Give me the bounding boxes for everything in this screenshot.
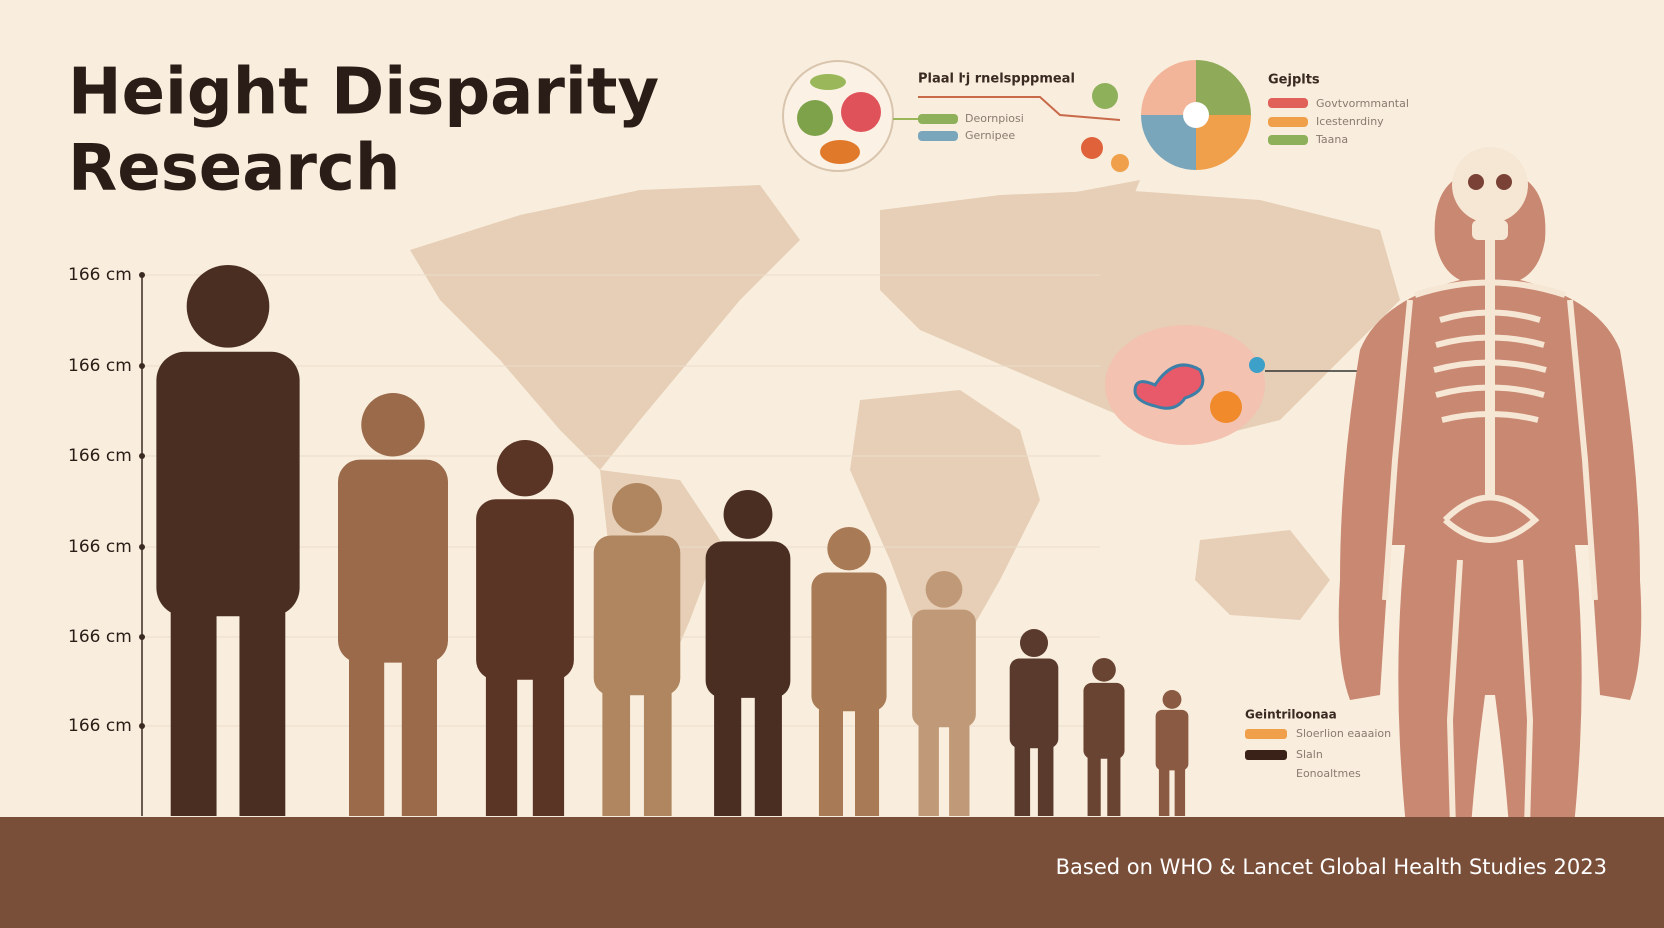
silhouette-head	[612, 483, 662, 533]
point-marker	[1249, 357, 1265, 373]
silhouette-leg	[1107, 754, 1121, 816]
legend-label: Taana	[1315, 133, 1348, 146]
source-note: Based on WHO & Lancet Global Health Stud…	[1056, 855, 1607, 879]
legend-label: Sloerlion eaaaion	[1296, 727, 1391, 740]
scale-tick	[139, 272, 145, 278]
legend-swatch	[1268, 117, 1308, 127]
silhouette	[338, 393, 448, 816]
ground-band	[0, 817, 1664, 928]
legend-swatch	[918, 114, 958, 124]
silhouette-body	[705, 541, 791, 698]
scale-tick	[139, 723, 145, 729]
legend-label: Deornpiosi	[965, 112, 1024, 125]
silhouette-leg	[1158, 766, 1170, 816]
scale-tick	[139, 634, 145, 640]
scale-label: 166 cm	[68, 537, 132, 557]
silhouettes	[156, 265, 1189, 816]
silhouette-leg	[918, 720, 939, 816]
silhouette-body	[912, 609, 976, 728]
scale-tick	[139, 544, 145, 550]
silhouette-body	[593, 535, 681, 696]
silhouette	[593, 483, 681, 816]
silhouette-leg	[1087, 754, 1101, 816]
figure-legend: Geintriloonaa Sloerlion eaaaion Slaln Eo…	[1245, 708, 1391, 780]
silhouette-leg	[485, 669, 518, 816]
silhouette-leg	[949, 720, 970, 816]
silhouette	[705, 490, 791, 816]
scale-label: 166 cm	[68, 627, 132, 647]
silhouette-leg	[532, 669, 565, 816]
silhouette-leg	[643, 686, 672, 816]
scale-tick	[139, 453, 145, 459]
legend-swatch	[1268, 98, 1308, 108]
silhouette-body	[476, 499, 574, 680]
silhouette-head	[925, 571, 963, 608]
region-marker	[1210, 391, 1242, 423]
factors-pie	[1141, 60, 1251, 170]
factors-legend: Gejplts Govtvormmantal Icestenrdiny Taan…	[1268, 73, 1409, 146]
silhouette-leg	[239, 601, 286, 816]
silhouette-leg	[401, 651, 437, 816]
silhouette-leg	[349, 651, 385, 816]
silhouette	[1155, 690, 1189, 816]
silhouette-head	[827, 527, 871, 571]
legend-label: Govtvormmantal	[1316, 97, 1409, 110]
scale-tick	[139, 363, 145, 369]
silhouette-body	[1009, 658, 1059, 749]
silhouette	[811, 527, 887, 816]
silhouette-head	[1162, 690, 1182, 709]
silhouette-leg	[714, 688, 742, 816]
silhouette-leg	[170, 601, 217, 816]
silhouette	[476, 440, 574, 816]
silhouette-head	[186, 265, 270, 348]
silhouette-leg	[1174, 766, 1186, 816]
silhouette-body	[338, 459, 448, 663]
silhouette-head	[723, 490, 773, 539]
legend-swatch	[1245, 750, 1287, 760]
silhouette-body	[1155, 709, 1189, 771]
silhouette-leg	[855, 703, 880, 816]
scale-label: 166 cm	[68, 446, 132, 466]
silhouette	[1083, 658, 1125, 816]
scale-label: 166 cm	[68, 265, 132, 285]
scale-label: 166 cm	[68, 716, 132, 736]
nutrition-panel: Plaal ŀj rnelspppmeal Deornpiosi Gernipe…	[782, 60, 1129, 172]
silhouette-leg	[1014, 743, 1031, 816]
silhouette-body	[156, 351, 300, 617]
legend-label: Slaln	[1296, 748, 1323, 761]
silhouette-head	[1019, 629, 1049, 658]
panel-title: Plaal ŀj rnelspppmeal	[918, 72, 1075, 87]
silhouette-head	[361, 393, 425, 457]
silhouette-leg	[818, 703, 843, 816]
silhouette-leg	[1037, 743, 1054, 816]
silhouette-leg	[602, 686, 631, 816]
scale-label: 166 cm	[68, 356, 132, 376]
legend-label: Icestenrdiny	[1316, 115, 1384, 128]
silhouette-body	[811, 572, 887, 712]
silhouette-body	[1083, 682, 1125, 759]
region-marker	[1133, 363, 1205, 410]
silhouette-head	[496, 440, 554, 497]
legend-title: Geintriloonaa	[1245, 708, 1337, 722]
silhouette	[156, 265, 300, 816]
silhouette	[912, 571, 976, 816]
legend-swatch	[1268, 135, 1308, 145]
title: Height Disparity	[68, 56, 659, 130]
silhouette-leg	[754, 688, 782, 816]
height-scale: 166 cm 166 cm 166 cm 166 cm 166 cm 166 cm	[68, 265, 1100, 736]
legend-swatch	[918, 131, 958, 141]
legend-label: Gernipee	[965, 129, 1015, 142]
legend-label: Eonoaltmes	[1296, 767, 1361, 780]
legend-swatch	[1245, 729, 1287, 739]
panel-title: Gejplts	[1268, 73, 1320, 88]
title: Research	[68, 132, 400, 206]
silhouette-head	[1092, 658, 1116, 682]
silhouette	[1009, 629, 1059, 816]
